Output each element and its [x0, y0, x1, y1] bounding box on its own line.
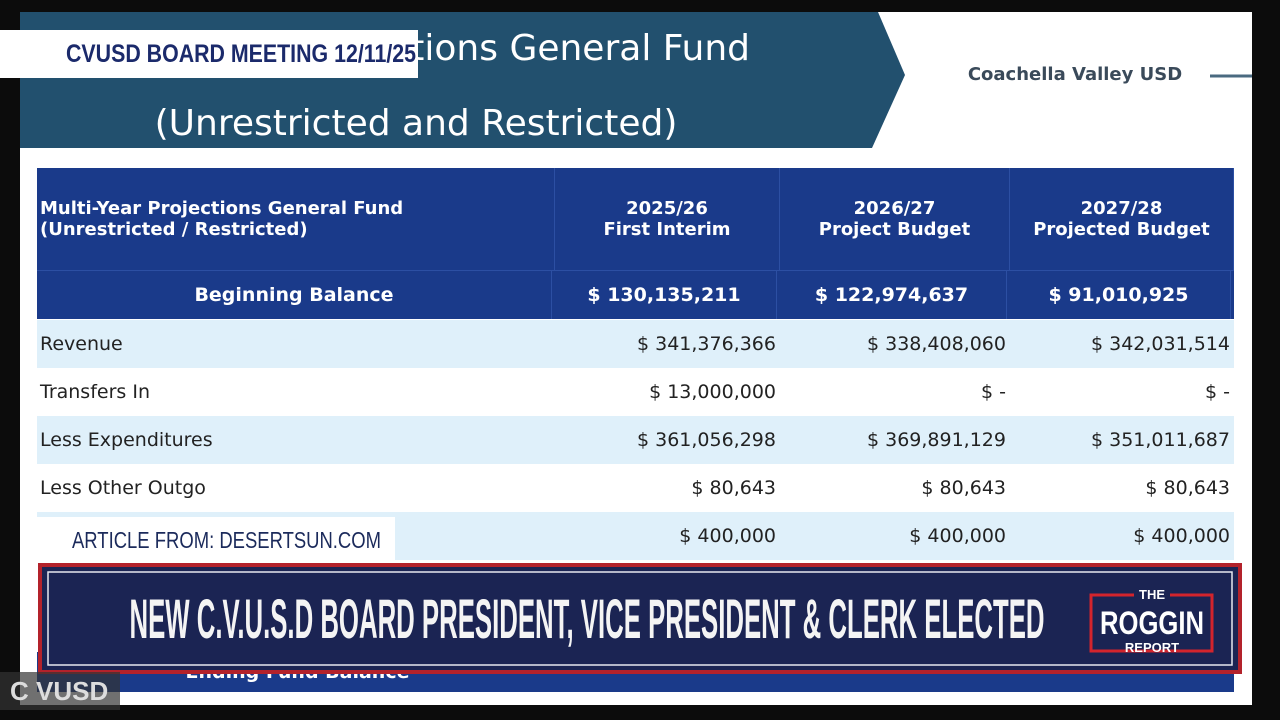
watermark: C VUSD — [10, 676, 108, 706]
cell: $ 80,643 — [921, 477, 1006, 499]
cell: $ 361,056,298 — [636, 429, 776, 451]
header-text: 2025/26 — [626, 198, 708, 219]
table-row: Less Expenditures $ 361,056,298 $ 369,891,… — [37, 416, 1234, 464]
cell: $ - — [981, 381, 1006, 403]
header-cell: 2026/27 Project Budget — [780, 168, 1010, 270]
table-header: Multi-Year Projections General Fund (Unre… — [37, 168, 1234, 270]
cell: $ 341,376,366 — [636, 333, 776, 355]
header-cell: 2025/26 First Interim — [555, 168, 780, 270]
organization: Coachella Valley USD — [968, 64, 1182, 85]
cell: $ 338,408,060 — [866, 333, 1006, 355]
header-text: 2027/28 — [1080, 198, 1163, 219]
cell: $ 80,643 — [691, 477, 776, 499]
cell: $ 342,031,514 — [1090, 333, 1230, 355]
header-cell: Multi-Year Projections General Fund (Unre… — [37, 168, 555, 270]
header-text: Projected Budget — [1033, 219, 1210, 240]
header-text: First Interim — [603, 219, 731, 240]
cell: $ 91,010,925 — [1007, 271, 1231, 319]
logo-text: THE — [1139, 587, 1165, 602]
headline: NEW C.V.U.S.D BOARD PRESIDENT, VICE PRES… — [130, 587, 1045, 650]
cell: $ 351,011,687 — [1090, 429, 1230, 451]
header-text: (Unrestricted / Restricted) — [40, 219, 308, 240]
banner-inner-border — [47, 571, 1233, 666]
cell: $ 130,135,211 — [552, 271, 777, 319]
slide-subtitle: (Unrestricted and Restricted) — [155, 103, 678, 144]
cell: Beginning Balance — [37, 271, 552, 319]
table-row: Less Other Outgo $ 80,643 $ 80,643 $ 80,643 — [37, 464, 1234, 512]
table-row: Transfers In $ 13,000,000 $ - $ - — [37, 368, 1234, 416]
cell: $ 400,000 — [1133, 525, 1230, 547]
cell: $ 122,974,637 — [777, 271, 1007, 319]
cell: $ - — [1205, 381, 1230, 403]
article-box — [37, 517, 395, 560]
header-text: 2026/27 — [853, 198, 936, 219]
watermark-box — [0, 672, 120, 710]
meeting-label-box — [0, 30, 418, 78]
header-text: Project Budget — [818, 219, 971, 240]
logo-text: ROGGIN — [1100, 605, 1204, 641]
cell: $ 13,000,000 — [649, 381, 776, 403]
cell: $ 80,643 — [1145, 477, 1230, 499]
row-label: Revenue — [40, 333, 123, 355]
article-source: ARTICLE FROM: DESERTSUN.COM — [72, 527, 381, 553]
header-text: Multi-Year Projections General Fund — [40, 198, 404, 219]
cell: $ 369,891,129 — [866, 429, 1006, 451]
logo-text: REPORT — [1125, 640, 1179, 655]
meeting-label: CVUSD BOARD MEETING 12/11/25 — [66, 40, 416, 68]
table-row: Revenue $ 341,376,366 $ 338,408,060 $ 342,0… — [37, 320, 1234, 368]
row-label: Less Expenditures — [40, 429, 213, 451]
logo-gap — [1134, 588, 1170, 602]
beginning-balance-row: Beginning Balance $ 130,135,211 $ 122,97… — [37, 270, 1234, 319]
row-label: Less Other Outgo — [40, 477, 206, 499]
headline-banner — [38, 563, 1242, 674]
cell: $ 400,000 — [679, 525, 776, 547]
header-cell: 2027/28 Projected Budget — [1010, 168, 1234, 270]
cell: $ 400,000 — [909, 525, 1006, 547]
row-label: Transfers In — [40, 381, 150, 403]
